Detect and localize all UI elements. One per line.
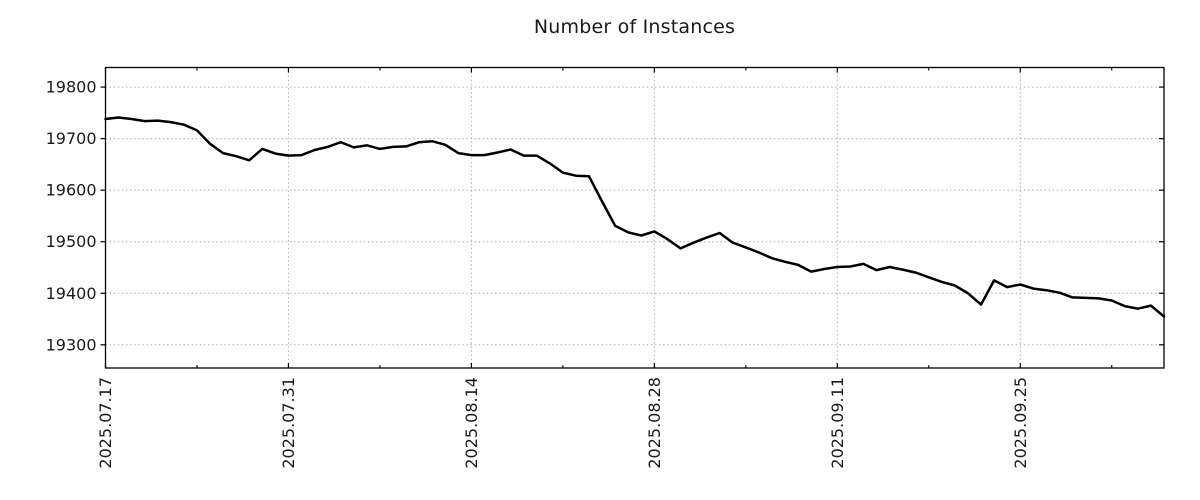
y-tick-label: 19600 (46, 181, 97, 200)
y-tick-label: 19400 (46, 284, 97, 303)
y-tick-label: 19700 (46, 129, 97, 148)
x-tick-label: 2025.08.14 (462, 377, 481, 469)
chart-title: Number of Instances (533, 16, 736, 38)
x-tick-label: 2025.09.25 (1011, 377, 1030, 469)
x-tick-label: 2025.09.11 (828, 377, 847, 469)
x-tick-label: 2025.07.17 (96, 377, 115, 469)
y-tick-label: 19300 (46, 335, 97, 354)
y-tick-label: 19500 (46, 232, 97, 251)
plot-border (104, 66, 1165, 369)
y-tick-label: 19800 (46, 78, 97, 97)
x-tick-label: 2025.08.28 (645, 377, 664, 469)
x-tick-label: 2025.07.31 (279, 377, 298, 469)
data-line-instances (104, 116, 1166, 318)
